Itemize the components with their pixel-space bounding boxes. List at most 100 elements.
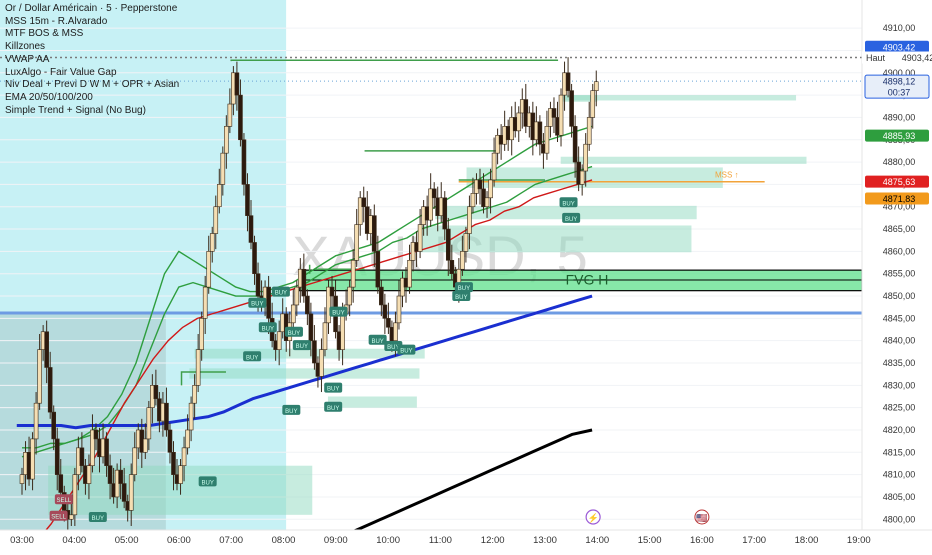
candle-bear[interactable] xyxy=(107,465,113,484)
candle-bear[interactable] xyxy=(171,452,176,475)
candle-bull[interactable] xyxy=(69,514,74,520)
candle-bear[interactable] xyxy=(382,304,388,319)
candle-bear[interactable] xyxy=(308,313,314,341)
candle-bull[interactable] xyxy=(350,260,356,288)
candle-bear[interactable] xyxy=(118,469,123,484)
candle-bull[interactable] xyxy=(199,318,204,350)
candle-bull[interactable] xyxy=(30,438,35,480)
candle-bear[interactable] xyxy=(565,72,571,91)
candle-bear[interactable] xyxy=(58,474,64,493)
candle-bull[interactable] xyxy=(460,251,465,270)
candle-bull[interactable] xyxy=(209,233,215,252)
indicator-item[interactable]: Simple Trend + Signal (No Bug) xyxy=(5,104,146,116)
candle-bull[interactable] xyxy=(290,304,296,324)
candle-bull[interactable] xyxy=(276,331,282,350)
candle-bull[interactable] xyxy=(90,429,95,467)
buy-signal-badge[interactable] xyxy=(88,512,107,523)
buy-signal-badge[interactable] xyxy=(368,334,387,345)
candle-bull[interactable] xyxy=(319,349,324,377)
buy-signal-badge[interactable] xyxy=(258,322,277,333)
candle-bear[interactable] xyxy=(301,268,307,297)
candle-bear[interactable] xyxy=(44,331,49,368)
buy-signal-badge[interactable] xyxy=(452,291,471,302)
candle-bear[interactable] xyxy=(234,72,240,96)
candle-bull[interactable] xyxy=(491,152,497,181)
candle-bear[interactable] xyxy=(266,286,271,319)
candle-bear[interactable] xyxy=(153,385,159,400)
candle-bull[interactable] xyxy=(143,438,148,453)
candle-bull[interactable] xyxy=(516,112,522,132)
candle-bull[interactable] xyxy=(583,143,588,172)
red-ema-price-tag[interactable] xyxy=(865,175,929,188)
candle-bear[interactable] xyxy=(164,402,169,431)
candle-bull[interactable] xyxy=(396,295,402,324)
candle-bear[interactable] xyxy=(305,295,310,315)
candle-bear[interactable] xyxy=(312,340,317,364)
candle-bull[interactable] xyxy=(340,313,345,350)
candle-bull[interactable] xyxy=(224,126,229,154)
candle-bear[interactable] xyxy=(47,367,53,413)
time-axis[interactable] xyxy=(0,530,932,550)
candle-bear[interactable] xyxy=(255,273,261,297)
candle-bear[interactable] xyxy=(569,90,574,127)
candle-bull[interactable] xyxy=(322,322,328,350)
last-price-tag[interactable] xyxy=(864,74,930,99)
candle-bull[interactable] xyxy=(227,103,233,127)
candle-bull[interactable] xyxy=(488,179,493,199)
indicator-item[interactable]: Niv Deal + Previ D W M + OPR + Asian xyxy=(5,79,180,91)
candle-bull[interactable] xyxy=(86,465,92,484)
buy-signal-badge[interactable] xyxy=(284,326,303,337)
candle-bear[interactable] xyxy=(551,108,557,118)
candle-bear[interactable] xyxy=(93,429,99,440)
candle-bull[interactable] xyxy=(72,474,78,516)
candle-bear[interactable] xyxy=(361,197,367,208)
buy-signal-badge[interactable] xyxy=(243,351,262,362)
candle-bull[interactable] xyxy=(590,90,596,118)
candle-bull[interactable] xyxy=(579,170,585,185)
high-price-tag[interactable] xyxy=(865,40,929,53)
candle-bear[interactable] xyxy=(167,429,173,453)
buy-signal-badge[interactable] xyxy=(271,286,290,297)
candle-bull[interactable] xyxy=(146,407,152,440)
candle-bull[interactable] xyxy=(357,197,363,225)
candle-bear[interactable] xyxy=(329,286,335,297)
candle-bear[interactable] xyxy=(379,286,384,306)
buy-signal-badge[interactable] xyxy=(282,404,301,415)
candle-bull[interactable] xyxy=(354,224,359,261)
candle-bull[interactable] xyxy=(181,447,187,467)
candle-bear[interactable] xyxy=(477,179,483,190)
candle-bull[interactable] xyxy=(33,402,39,440)
candle-bull[interactable] xyxy=(467,206,472,234)
candle-bear[interactable] xyxy=(51,411,57,440)
buy-signal-badge[interactable] xyxy=(329,306,348,317)
candle-bull[interactable] xyxy=(192,385,197,404)
sell-signal-badge[interactable] xyxy=(54,494,73,505)
candle-bear[interactable] xyxy=(54,438,60,475)
candle-bull[interactable] xyxy=(195,349,201,386)
candle-bear[interactable] xyxy=(386,318,391,328)
candle-bull[interactable] xyxy=(470,193,476,208)
candle-bull[interactable] xyxy=(202,286,208,319)
candle-bull[interactable] xyxy=(216,184,222,208)
candle-bull[interactable] xyxy=(393,322,398,341)
candle-bear[interactable] xyxy=(245,184,250,216)
orange-price-tag[interactable] xyxy=(865,192,929,205)
buy-signal-badge[interactable] xyxy=(198,476,217,487)
candle-bull[interactable] xyxy=(185,429,190,449)
candle-bull[interactable] xyxy=(213,206,219,234)
green-ema-price-tag[interactable] xyxy=(865,129,929,142)
candle-bull[interactable] xyxy=(178,465,183,484)
buy-signal-badge[interactable] xyxy=(559,197,578,208)
candle-bear[interactable] xyxy=(442,197,448,230)
buy-signal-badge[interactable] xyxy=(292,340,311,351)
buy-signal-badge[interactable] xyxy=(324,401,343,412)
buy-signal-badge[interactable] xyxy=(562,212,581,223)
candle-bear[interactable] xyxy=(104,438,109,467)
buy-signal-badge[interactable] xyxy=(454,282,473,293)
candle-bear[interactable] xyxy=(79,447,85,467)
indicator-item[interactable]: EMA 20/50/100/200 xyxy=(5,91,93,103)
candle-bull[interactable] xyxy=(132,447,138,475)
candle-bear[interactable] xyxy=(537,121,543,145)
